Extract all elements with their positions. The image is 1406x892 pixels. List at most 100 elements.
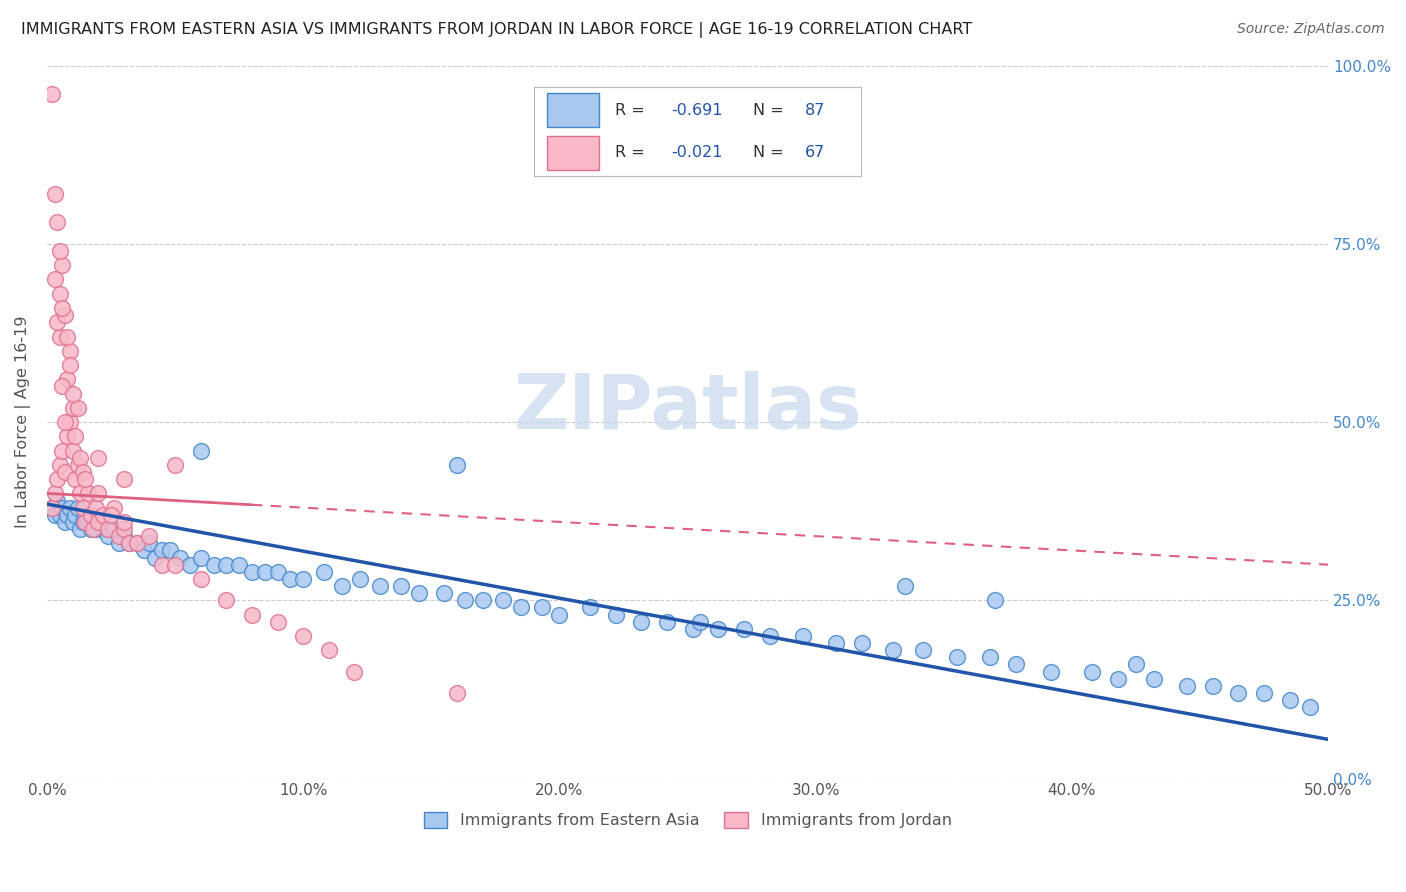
Point bbox=[548, 607, 571, 622]
Point bbox=[453, 593, 475, 607]
Point bbox=[134, 543, 156, 558]
Point bbox=[179, 558, 201, 572]
Point bbox=[49, 329, 72, 343]
Point bbox=[758, 629, 780, 643]
Point bbox=[77, 486, 100, 500]
Point bbox=[107, 536, 129, 550]
Point bbox=[66, 401, 89, 415]
Point bbox=[1202, 679, 1225, 693]
Point bbox=[349, 572, 371, 586]
Point bbox=[97, 529, 120, 543]
Point bbox=[56, 372, 79, 386]
Point bbox=[51, 258, 73, 272]
Point bbox=[851, 636, 873, 650]
Point bbox=[707, 622, 730, 636]
Point bbox=[59, 500, 82, 515]
Point bbox=[408, 586, 430, 600]
Point bbox=[49, 244, 72, 258]
Point bbox=[240, 565, 263, 579]
Point bbox=[87, 515, 110, 529]
Point bbox=[368, 579, 391, 593]
Point bbox=[72, 465, 94, 479]
Point bbox=[1278, 693, 1301, 707]
Point bbox=[984, 593, 1007, 607]
Point bbox=[1143, 672, 1166, 686]
Legend: Immigrants from Eastern Asia, Immigrants from Jordan: Immigrants from Eastern Asia, Immigrants… bbox=[418, 805, 957, 835]
Point bbox=[63, 508, 86, 522]
Point bbox=[51, 500, 73, 515]
Point bbox=[433, 586, 456, 600]
Point bbox=[446, 458, 468, 472]
Point bbox=[138, 529, 160, 543]
Point bbox=[733, 622, 755, 636]
Point bbox=[62, 515, 84, 529]
Point bbox=[253, 565, 276, 579]
Point bbox=[41, 87, 63, 102]
Point bbox=[49, 458, 72, 472]
Point bbox=[689, 615, 711, 629]
Point bbox=[53, 308, 76, 322]
Point bbox=[125, 536, 148, 550]
Point bbox=[63, 429, 86, 443]
Y-axis label: In Labor Force | Age 16-19: In Labor Force | Age 16-19 bbox=[15, 316, 31, 528]
Point bbox=[190, 572, 212, 586]
Point bbox=[87, 515, 110, 529]
Point bbox=[169, 550, 191, 565]
Point bbox=[93, 508, 115, 522]
Point bbox=[630, 615, 652, 629]
Point bbox=[1253, 686, 1275, 700]
Text: ZIPatlas: ZIPatlas bbox=[513, 371, 862, 445]
Point bbox=[44, 486, 66, 500]
Point bbox=[150, 558, 173, 572]
Point bbox=[82, 522, 104, 536]
Point bbox=[292, 629, 315, 643]
Point bbox=[530, 600, 553, 615]
Point bbox=[77, 515, 100, 529]
Point bbox=[59, 415, 82, 429]
Point bbox=[44, 508, 66, 522]
Point bbox=[190, 550, 212, 565]
Point bbox=[87, 450, 110, 465]
Point bbox=[882, 643, 904, 657]
Point bbox=[49, 286, 72, 301]
Point bbox=[165, 458, 187, 472]
Point bbox=[1081, 665, 1104, 679]
Point bbox=[510, 600, 533, 615]
Point bbox=[75, 508, 97, 522]
Point bbox=[330, 579, 353, 593]
Point bbox=[945, 650, 967, 665]
Point bbox=[389, 579, 412, 593]
Point bbox=[1040, 665, 1063, 679]
Point bbox=[1107, 672, 1129, 686]
Point bbox=[46, 315, 69, 329]
Point bbox=[138, 536, 160, 550]
Point bbox=[1125, 657, 1147, 672]
Point bbox=[1004, 657, 1026, 672]
Point bbox=[79, 522, 101, 536]
Point bbox=[82, 515, 104, 529]
Point bbox=[1227, 686, 1250, 700]
Text: IMMIGRANTS FROM EASTERN ASIA VS IMMIGRANTS FROM JORDAN IN LABOR FORCE | AGE 16-1: IMMIGRANTS FROM EASTERN ASIA VS IMMIGRAN… bbox=[21, 22, 973, 38]
Point bbox=[72, 500, 94, 515]
Point bbox=[46, 493, 69, 508]
Point bbox=[605, 607, 627, 622]
Point bbox=[87, 486, 110, 500]
Point bbox=[56, 329, 79, 343]
Point bbox=[125, 536, 148, 550]
Point bbox=[118, 536, 141, 550]
Point bbox=[266, 615, 288, 629]
Point bbox=[228, 558, 250, 572]
Point bbox=[150, 543, 173, 558]
Point bbox=[69, 450, 91, 465]
Point bbox=[51, 443, 73, 458]
Point bbox=[75, 515, 97, 529]
Point bbox=[107, 529, 129, 543]
Point bbox=[97, 522, 120, 536]
Point bbox=[792, 629, 814, 643]
Point bbox=[44, 272, 66, 286]
Point bbox=[59, 343, 82, 358]
Point bbox=[69, 522, 91, 536]
Point bbox=[53, 465, 76, 479]
Point bbox=[103, 522, 125, 536]
Point bbox=[69, 486, 91, 500]
